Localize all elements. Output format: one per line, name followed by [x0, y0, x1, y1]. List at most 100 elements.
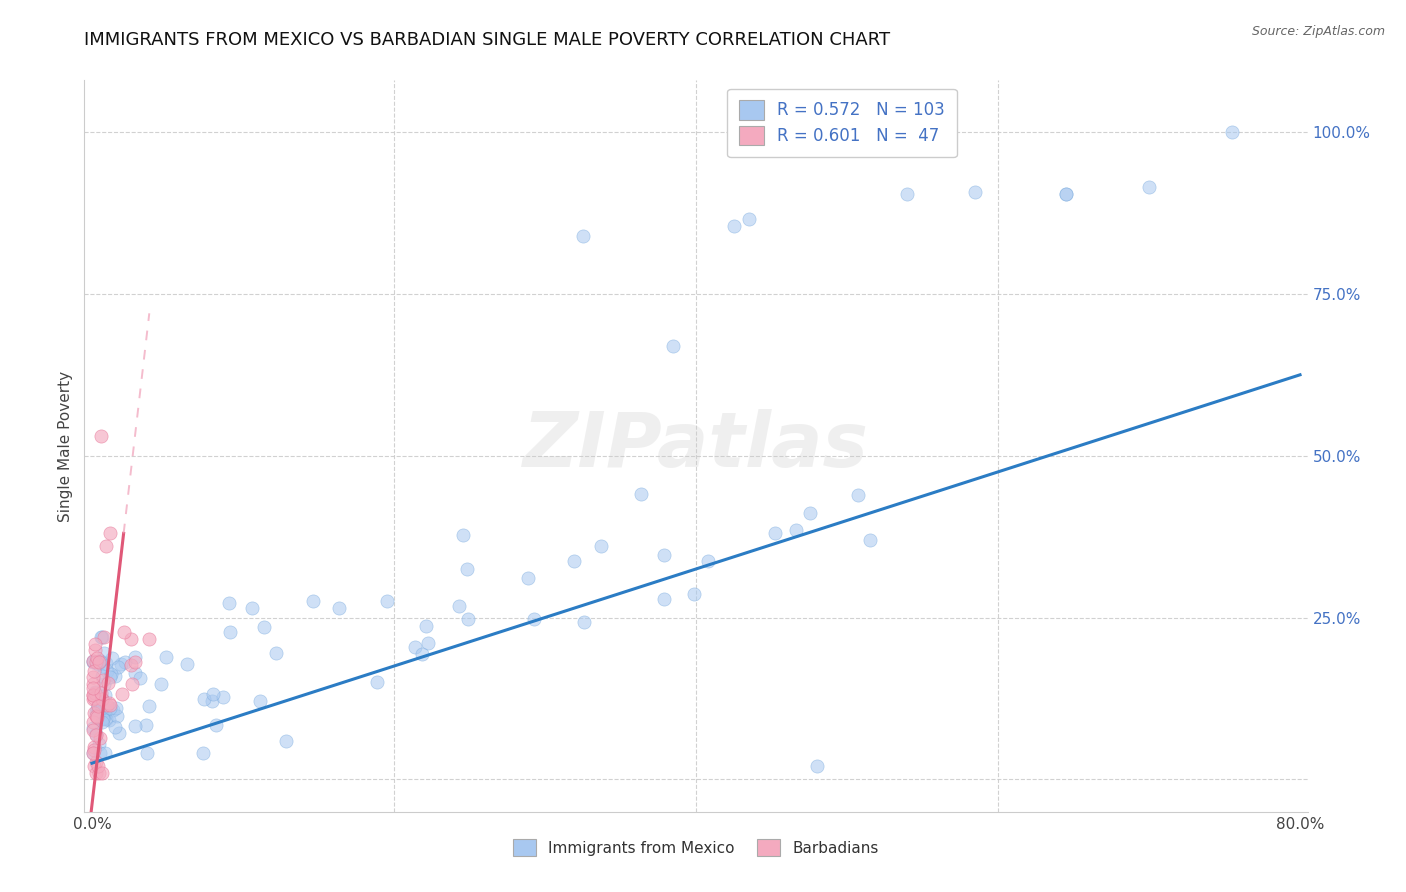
Point — [120, 658, 142, 673]
Point — [89, 746, 111, 760]
Point — [83, 706, 105, 721]
Point — [91, 765, 114, 780]
Point — [98, 526, 121, 541]
Point — [82, 655, 104, 669]
Point — [896, 186, 918, 201]
Point — [138, 632, 160, 646]
Point — [274, 733, 297, 747]
Point — [82, 688, 104, 702]
Point — [112, 624, 135, 639]
Point — [562, 554, 585, 568]
Point — [89, 654, 111, 668]
Point — [93, 676, 115, 690]
Point — [799, 506, 821, 520]
Point — [124, 650, 146, 665]
Point — [240, 600, 263, 615]
Point — [589, 539, 612, 553]
Point — [571, 228, 593, 243]
Point — [87, 759, 110, 773]
Point — [87, 699, 110, 714]
Point — [82, 654, 104, 668]
Point — [193, 692, 215, 706]
Point — [82, 688, 104, 702]
Point — [111, 687, 134, 701]
Point — [84, 727, 107, 741]
Point — [105, 709, 128, 723]
Point — [82, 715, 104, 730]
Point — [83, 637, 105, 651]
Point — [83, 664, 105, 678]
Legend: Immigrants from Mexico, Barbadians: Immigrants from Mexico, Barbadians — [506, 833, 886, 863]
Point — [138, 698, 160, 713]
Point — [191, 747, 214, 761]
Point — [765, 525, 787, 540]
Point — [654, 548, 676, 562]
Point — [82, 747, 104, 761]
Point — [785, 523, 807, 537]
Point — [91, 711, 114, 725]
Point — [212, 690, 235, 705]
Point — [104, 720, 127, 734]
Point — [94, 704, 117, 718]
Point — [124, 655, 146, 669]
Point — [522, 612, 544, 626]
Point — [97, 676, 120, 690]
Point — [90, 714, 112, 729]
Point — [418, 636, 440, 650]
Point — [104, 669, 127, 683]
Point — [105, 701, 128, 715]
Point — [517, 571, 540, 585]
Point — [91, 658, 114, 673]
Point — [97, 714, 120, 728]
Point — [82, 654, 104, 668]
Point — [83, 759, 105, 773]
Point — [219, 624, 242, 639]
Point — [82, 692, 104, 706]
Point — [682, 587, 704, 601]
Point — [86, 755, 108, 769]
Point — [94, 539, 117, 553]
Point — [86, 698, 108, 712]
Point — [366, 674, 388, 689]
Point — [90, 429, 112, 443]
Point — [83, 686, 105, 700]
Point — [120, 632, 142, 646]
Point — [91, 669, 114, 683]
Point — [83, 739, 105, 754]
Point — [136, 747, 159, 761]
Point — [135, 717, 157, 731]
Point — [87, 705, 110, 719]
Point — [93, 689, 115, 703]
Point — [87, 657, 110, 672]
Point — [86, 710, 108, 724]
Point — [84, 656, 107, 670]
Point — [1054, 186, 1077, 201]
Point — [806, 759, 828, 773]
Point — [82, 681, 104, 696]
Point — [124, 719, 146, 733]
Point — [91, 712, 114, 726]
Point — [404, 640, 426, 655]
Point — [91, 673, 114, 688]
Point — [723, 219, 745, 233]
Point — [90, 691, 112, 706]
Point — [1137, 180, 1160, 194]
Point — [90, 685, 112, 699]
Point — [94, 656, 117, 670]
Point — [82, 746, 104, 760]
Point — [89, 765, 111, 780]
Point — [572, 615, 595, 630]
Point — [83, 643, 105, 657]
Point — [84, 709, 107, 723]
Point — [93, 646, 115, 660]
Point — [456, 562, 478, 576]
Point — [264, 646, 287, 660]
Point — [100, 666, 122, 681]
Point — [415, 618, 437, 632]
Point — [87, 737, 110, 751]
Text: ZIPatlas: ZIPatlas — [523, 409, 869, 483]
Point — [328, 600, 350, 615]
Point — [89, 731, 111, 745]
Point — [121, 677, 143, 691]
Point — [96, 665, 118, 679]
